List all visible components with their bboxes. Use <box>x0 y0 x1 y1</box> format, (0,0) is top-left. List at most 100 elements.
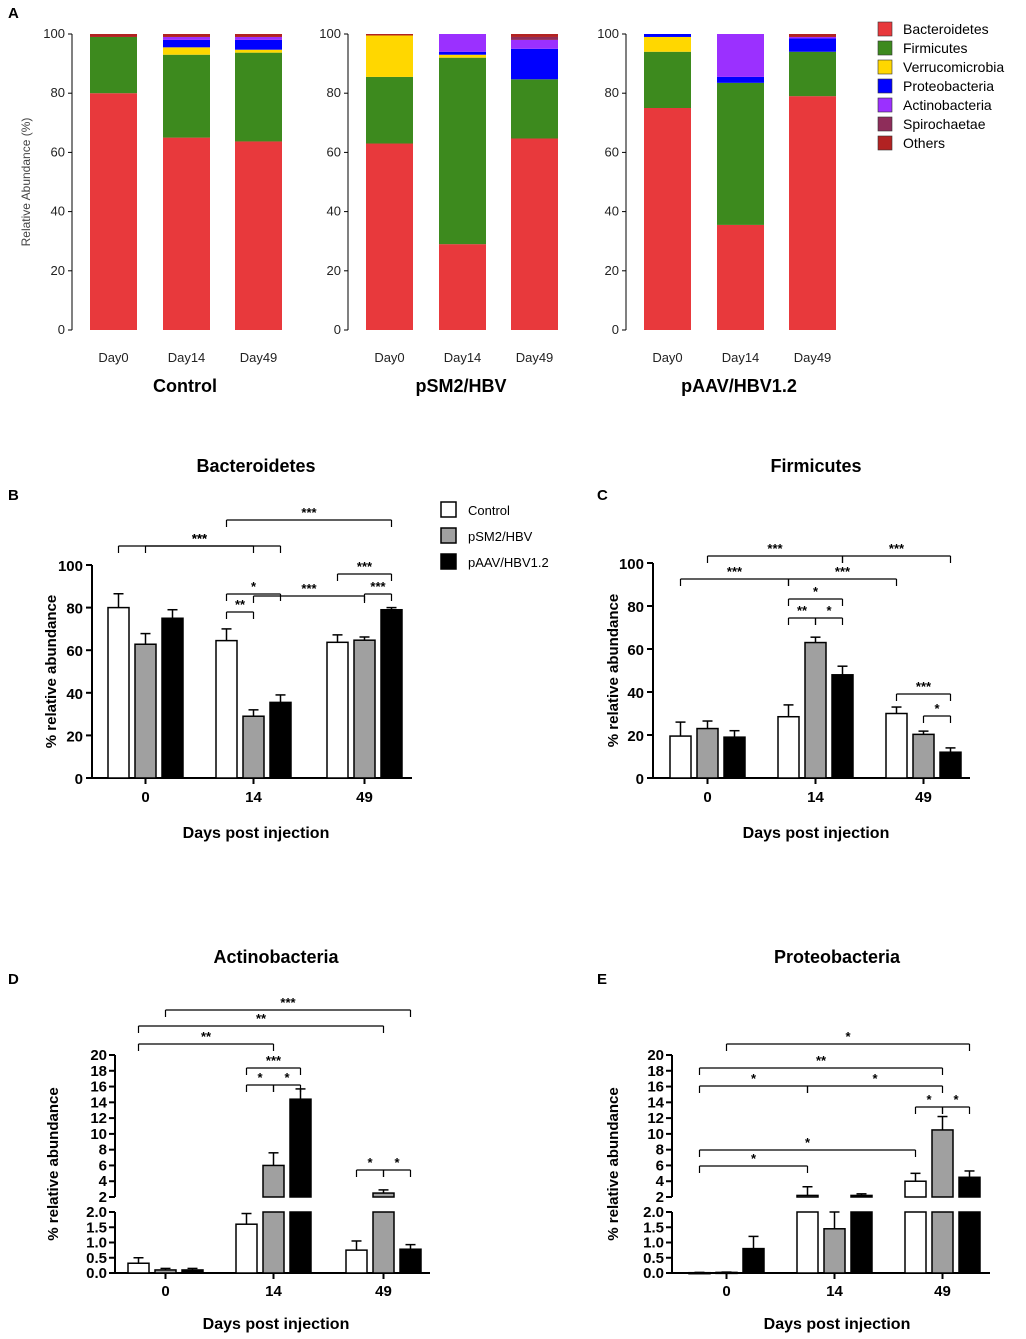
legend-swatch <box>877 40 893 56</box>
y-tick-label: 100 <box>58 558 83 575</box>
significance-label: *** <box>916 679 932 694</box>
y-tick-label: 100 <box>43 26 65 41</box>
y-tick-label: 80 <box>66 601 83 618</box>
chart-title: Actinobacteria <box>213 947 339 967</box>
legend-label: pSM2/HBV <box>468 529 533 544</box>
significance-label: * <box>805 1135 811 1150</box>
chart-title: Proteobacteria <box>774 947 901 967</box>
significance-label: *** <box>192 531 208 546</box>
y-tick-label: 60 <box>605 144 619 159</box>
bar-lower-segment <box>931 1211 954 1274</box>
stacked-bar-segment <box>439 244 486 330</box>
y-tick-label: 16 <box>647 1079 664 1096</box>
chart-title: Firmicutes <box>770 456 861 476</box>
x-tick-label: 49 <box>375 1283 392 1300</box>
y-axis-title: % relative abundance <box>45 1087 62 1240</box>
legend-swatch <box>877 21 893 37</box>
bar <box>777 715 800 779</box>
panel-label-e: E <box>597 971 607 988</box>
y-tick-label: 40 <box>327 204 341 219</box>
y-tick-label: 8 <box>656 1142 664 1159</box>
legend-swatch <box>440 553 457 570</box>
bar <box>269 701 292 779</box>
significance-label: *** <box>266 1053 282 1068</box>
bar <box>742 1247 765 1274</box>
bar <box>235 1223 258 1274</box>
group-label: Control <box>153 376 217 396</box>
bar <box>804 641 827 779</box>
stacked-bar-segment <box>439 34 486 52</box>
legend-swatch <box>440 501 457 518</box>
y-tick-label: 100 <box>597 26 619 41</box>
bar <box>723 736 746 779</box>
stacked-bar-segment <box>235 49 282 53</box>
y-tick-label: 40 <box>51 204 65 219</box>
x-tick-label: 0 <box>141 789 149 806</box>
y-axis-label-a: Relative Abundance (%) <box>19 118 33 247</box>
bar <box>345 1249 368 1274</box>
significance-label: *** <box>370 579 386 594</box>
y-tick-label: 2 <box>656 1189 664 1206</box>
panel-label-d: D <box>8 971 19 988</box>
stacked-bar-segment <box>163 137 210 330</box>
bar <box>242 715 265 779</box>
significance-label: ** <box>797 603 808 618</box>
x-tick-label: 49 <box>915 789 932 806</box>
y-tick-label: 0.0 <box>643 1265 664 1282</box>
bar-upper-segment <box>262 1164 285 1198</box>
x-axis-title: Days post injection <box>183 825 330 842</box>
stacked-bar-segment <box>717 82 764 225</box>
significance-label: * <box>257 1070 263 1085</box>
stacked-bar-segment <box>439 57 486 245</box>
legend-label: Spirochaetae <box>903 116 986 132</box>
y-tick-label: 2 <box>99 1189 107 1206</box>
y-tick-label: 60 <box>627 642 644 659</box>
stacked-bar-segment <box>90 34 137 37</box>
y-tick-label: 12 <box>647 1110 664 1127</box>
y-tick-label: 60 <box>66 643 83 660</box>
stacked-bar-segment <box>366 34 413 36</box>
x-tick-label: 49 <box>934 1283 951 1300</box>
stacked-bar-segment <box>717 224 764 330</box>
x-axis-title: Days post injection <box>743 825 890 842</box>
x-tick-label: Day14 <box>444 350 482 365</box>
y-tick-label: 80 <box>605 85 619 100</box>
x-axis-title: Days post injection <box>764 1316 911 1333</box>
stacked-bar-segment <box>789 51 836 97</box>
y-tick-label: 100 <box>319 26 341 41</box>
bar <box>353 639 376 779</box>
stacked-bar-segment <box>163 39 210 48</box>
significance-label: *** <box>835 564 851 579</box>
x-tick-label: Day14 <box>722 350 760 365</box>
legend-swatch <box>440 527 457 544</box>
stacked-bar-segment <box>90 93 137 330</box>
x-tick-label: Day49 <box>794 350 832 365</box>
significance-label: * <box>813 584 819 599</box>
stacked-bar-segment <box>235 36 282 40</box>
x-tick-label: 14 <box>245 789 262 806</box>
y-tick-label: 40 <box>66 686 83 703</box>
significance-label: * <box>826 603 832 618</box>
stacked-bar-segment <box>235 52 282 142</box>
bar-lower-segment <box>372 1211 395 1274</box>
significance-label: *** <box>301 505 317 520</box>
bar <box>885 712 908 779</box>
bar <box>326 641 349 779</box>
stacked-bar-segment <box>511 34 558 37</box>
bar <box>696 727 719 779</box>
y-tick-label: 20 <box>647 1047 664 1064</box>
bar-lower-segment <box>850 1211 873 1274</box>
y-tick-label: 0 <box>75 771 83 788</box>
significance-label: *** <box>280 995 296 1010</box>
y-axis-title: % relative abundance <box>605 1087 622 1240</box>
y-tick-label: 80 <box>627 599 644 616</box>
significance-label: ** <box>201 1029 212 1044</box>
bar <box>823 1228 846 1274</box>
x-tick-label: 14 <box>807 789 824 806</box>
significance-label: *** <box>192 531 208 546</box>
bar <box>688 1271 711 1275</box>
stacked-bar-segment <box>644 36 691 52</box>
y-tick-label: 2.0 <box>643 1204 664 1221</box>
significance-label: * <box>926 1092 932 1107</box>
